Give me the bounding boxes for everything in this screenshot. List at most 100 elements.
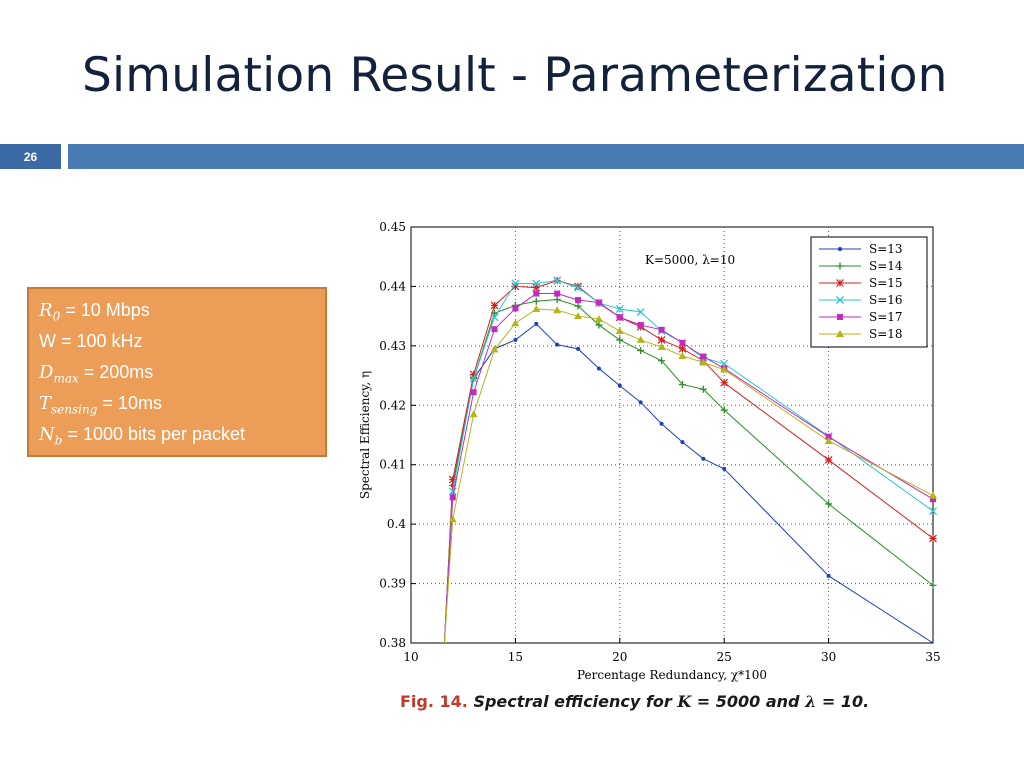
data-point bbox=[699, 385, 707, 393]
chart-svg: 10 15 20 25 30 35 0.38 0.39 0.4 0.41 0.42 0.43 0.44 0… bbox=[355, 212, 945, 692]
param-value: = 10 Mbps bbox=[60, 300, 150, 320]
data-point bbox=[574, 283, 582, 292]
data-point bbox=[576, 346, 581, 351]
param-value: = 10ms bbox=[97, 393, 162, 413]
x-axis-label: Percentage Redundancy, χ*100 bbox=[577, 668, 767, 682]
data-point bbox=[637, 347, 645, 355]
data-point bbox=[678, 344, 687, 353]
data-point bbox=[825, 500, 833, 508]
y-tick-label: 0.44 bbox=[379, 279, 406, 293]
param-value: W = 100 kHz bbox=[39, 331, 143, 351]
data-point bbox=[595, 321, 603, 329]
data-point bbox=[553, 306, 562, 314]
data-point bbox=[596, 366, 601, 371]
data-point bbox=[448, 487, 457, 496]
tick-layer: 10 15 20 25 30 35 0.38 0.39 0.4 0.41 0.42 0.43 0.44 0… bbox=[379, 220, 940, 664]
y-tick-label: 0.38 bbox=[379, 636, 406, 650]
data-point bbox=[534, 321, 539, 326]
data-point bbox=[929, 581, 937, 589]
chart-annotation: K=5000, λ=10 bbox=[645, 253, 735, 267]
caption-text-a: Spectral efficiency for bbox=[473, 692, 678, 711]
data-point bbox=[824, 436, 833, 444]
data-point bbox=[533, 290, 540, 297]
slide-number: 26 bbox=[0, 144, 61, 169]
data-point bbox=[720, 378, 729, 387]
data-point bbox=[722, 466, 727, 471]
data-point bbox=[470, 389, 477, 396]
data-point bbox=[511, 319, 520, 327]
caption-fig-label: Fig. 14. bbox=[400, 692, 468, 711]
y-tick-label: 0.41 bbox=[379, 458, 406, 472]
data-point bbox=[615, 327, 624, 334]
data-point bbox=[553, 276, 562, 285]
data-point bbox=[532, 283, 541, 292]
data-point bbox=[616, 336, 624, 344]
data-point bbox=[469, 374, 478, 383]
legend-label: S=16 bbox=[869, 293, 903, 307]
data-point bbox=[555, 342, 560, 347]
data-point bbox=[720, 406, 728, 414]
data-point bbox=[469, 410, 478, 418]
data-point bbox=[448, 475, 457, 484]
param-symbol: Tsensing bbox=[39, 393, 98, 417]
data-point bbox=[553, 296, 561, 304]
data-point bbox=[490, 345, 499, 353]
data-point bbox=[511, 279, 520, 288]
data-point bbox=[636, 308, 645, 316]
y-tick-label: 0.4 bbox=[387, 517, 406, 531]
param-symbol: R0 bbox=[39, 300, 61, 324]
data-point bbox=[700, 353, 707, 360]
data-point bbox=[678, 351, 687, 359]
param-symbol: Dmax bbox=[39, 362, 79, 386]
data-point bbox=[490, 301, 499, 310]
legend-marker bbox=[838, 247, 842, 251]
caption-text-c: = 10. bbox=[816, 692, 870, 711]
data-point bbox=[594, 315, 603, 323]
data-point bbox=[574, 282, 582, 291]
param-line: Tsensing = 10ms bbox=[39, 388, 325, 419]
data-point bbox=[448, 515, 457, 523]
data-point bbox=[511, 282, 520, 291]
legend-label: S=14 bbox=[869, 259, 903, 273]
legend-label: S=13 bbox=[869, 242, 903, 256]
caption-k: K bbox=[677, 692, 692, 711]
data-point bbox=[825, 433, 832, 440]
data-point bbox=[824, 456, 833, 464]
data-point bbox=[930, 496, 936, 503]
data-point bbox=[532, 297, 540, 305]
data-point bbox=[699, 358, 708, 366]
data-point bbox=[636, 335, 645, 343]
legend-box bbox=[810, 236, 928, 348]
series-layer bbox=[443, 276, 937, 644]
data-point bbox=[720, 365, 729, 373]
data-point bbox=[929, 534, 937, 543]
data-point bbox=[929, 507, 937, 516]
legend-marker bbox=[837, 314, 843, 320]
param-value: = 1000 bits per packet bbox=[62, 424, 246, 444]
param-line: R0 = 10 Mbps bbox=[39, 295, 325, 326]
data-point bbox=[532, 279, 541, 288]
data-point bbox=[680, 440, 685, 445]
y-tick-label: 0.42 bbox=[379, 398, 406, 412]
data-point bbox=[490, 313, 499, 322]
legend-label: S=17 bbox=[869, 310, 903, 324]
data-point bbox=[615, 305, 624, 313]
y-tick-label: 0.43 bbox=[379, 339, 406, 353]
y-axis-label: Spectral Efficiency, η bbox=[358, 371, 372, 499]
param-symbol: Nb bbox=[39, 424, 63, 448]
data-point bbox=[491, 326, 498, 333]
data-point bbox=[638, 400, 643, 405]
data-point bbox=[701, 456, 706, 461]
header-bar bbox=[68, 144, 1024, 169]
data-point bbox=[574, 312, 583, 320]
data-point bbox=[532, 305, 541, 313]
param-value: = 200ms bbox=[78, 362, 154, 382]
legend-marker bbox=[836, 262, 844, 270]
data-point bbox=[637, 322, 644, 329]
spectral-efficiency-chart: 10 15 20 25 30 35 0.38 0.39 0.4 0.41 0.42 0.43 0.44 0… bbox=[355, 212, 945, 692]
x-tick-label: 20 bbox=[612, 650, 627, 664]
y-tick-label: 0.45 bbox=[379, 220, 406, 234]
data-point bbox=[469, 370, 478, 379]
data-point bbox=[595, 299, 602, 306]
x-tick-label: 35 bbox=[925, 650, 940, 664]
